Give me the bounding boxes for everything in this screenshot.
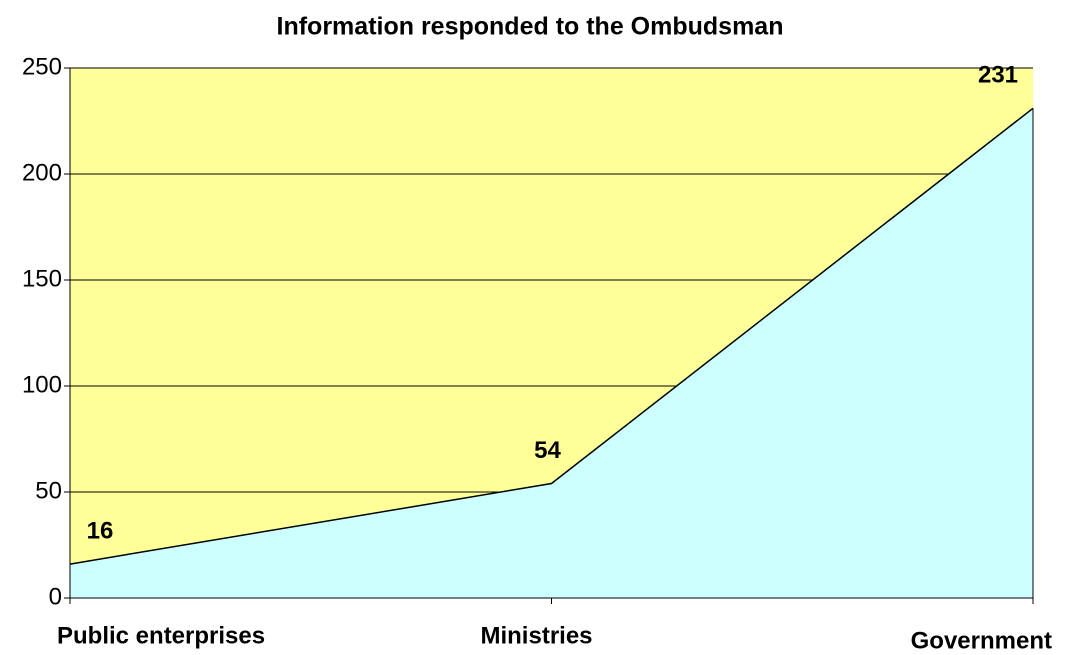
y-tick-label: 50 bbox=[35, 477, 62, 504]
y-tick-label: 0 bbox=[49, 583, 62, 610]
y-tick-label: 250 bbox=[22, 53, 62, 80]
y-tick-label: 100 bbox=[22, 371, 62, 398]
area-line bbox=[69, 107, 1034, 565]
data-label: 54 bbox=[534, 437, 561, 464]
y-tick-label: 150 bbox=[22, 265, 62, 292]
chart-title: Information responded to the Ombudsman bbox=[277, 13, 784, 41]
y-tick-label: 200 bbox=[22, 159, 62, 186]
x-tick-label: Ministries bbox=[480, 622, 592, 649]
x-tick-label: Government bbox=[911, 627, 1052, 654]
x-tick-label: Public enterprises bbox=[57, 622, 265, 649]
area bbox=[70, 108, 1033, 598]
data-label: 16 bbox=[87, 517, 114, 544]
data-label: 231 bbox=[978, 62, 1018, 89]
